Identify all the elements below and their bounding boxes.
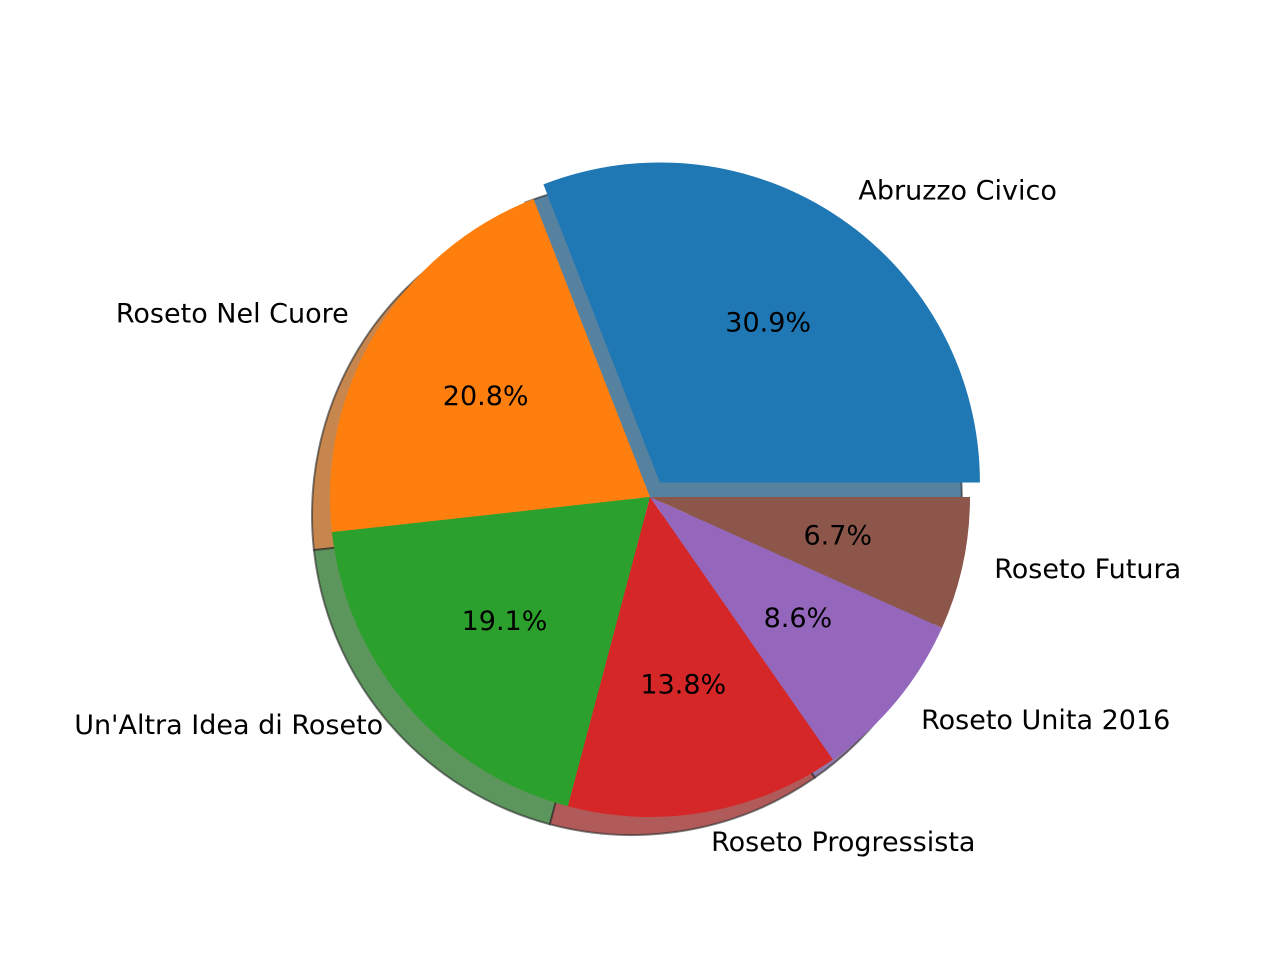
slice-roseto-unita-2016 <box>650 497 943 760</box>
pct-label-roseto-unita-2016: 8.6% <box>764 603 833 634</box>
pct-label-un-altra-idea-di-roseto: 19.1% <box>462 606 548 637</box>
label-roseto-unita-2016: Roseto Unita 2016 <box>921 705 1170 736</box>
pct-label-abruzzo-civico: 30.9% <box>725 307 811 338</box>
pct-label-roseto-futura: 6.7% <box>803 521 872 552</box>
label-roseto-progressista: Roseto Progressista <box>711 827 975 858</box>
label-roseto-nel-cuore: Roseto Nel Cuore <box>116 298 349 329</box>
slice-roseto-futura <box>650 497 970 628</box>
pct-label-roseto-progressista: 13.8% <box>640 670 726 701</box>
label-roseto-futura: Roseto Futura <box>994 554 1181 585</box>
label-abruzzo-civico: Abruzzo Civico <box>858 175 1056 206</box>
slice-abruzzo-civico <box>543 162 980 483</box>
slice-roseto-progressista <box>567 497 833 817</box>
label-un-altra-idea-di-roseto: Un'Altra Idea di Roseto <box>74 710 383 741</box>
label-layer: Abruzzo Civico 30.9% Roseto Nel Cuore 20.8%… <box>74 175 1181 858</box>
pct-label-roseto-nel-cuore: 20.8% <box>443 381 529 412</box>
slice-un-altra-idea-di-roseto <box>331 497 650 807</box>
slice-layer <box>330 162 980 817</box>
slice-roseto-nel-cuore <box>330 198 650 533</box>
